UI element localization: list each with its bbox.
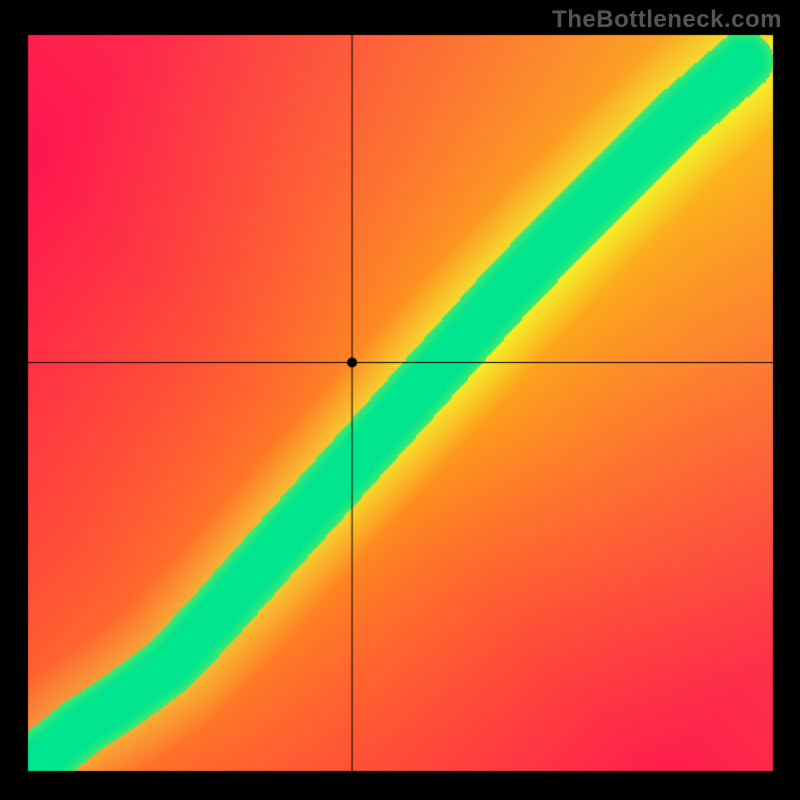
- watermark-text: TheBottleneck.com: [552, 6, 782, 34]
- chart-container: TheBottleneck.com: [0, 0, 800, 800]
- heatmap-canvas: [0, 0, 800, 800]
